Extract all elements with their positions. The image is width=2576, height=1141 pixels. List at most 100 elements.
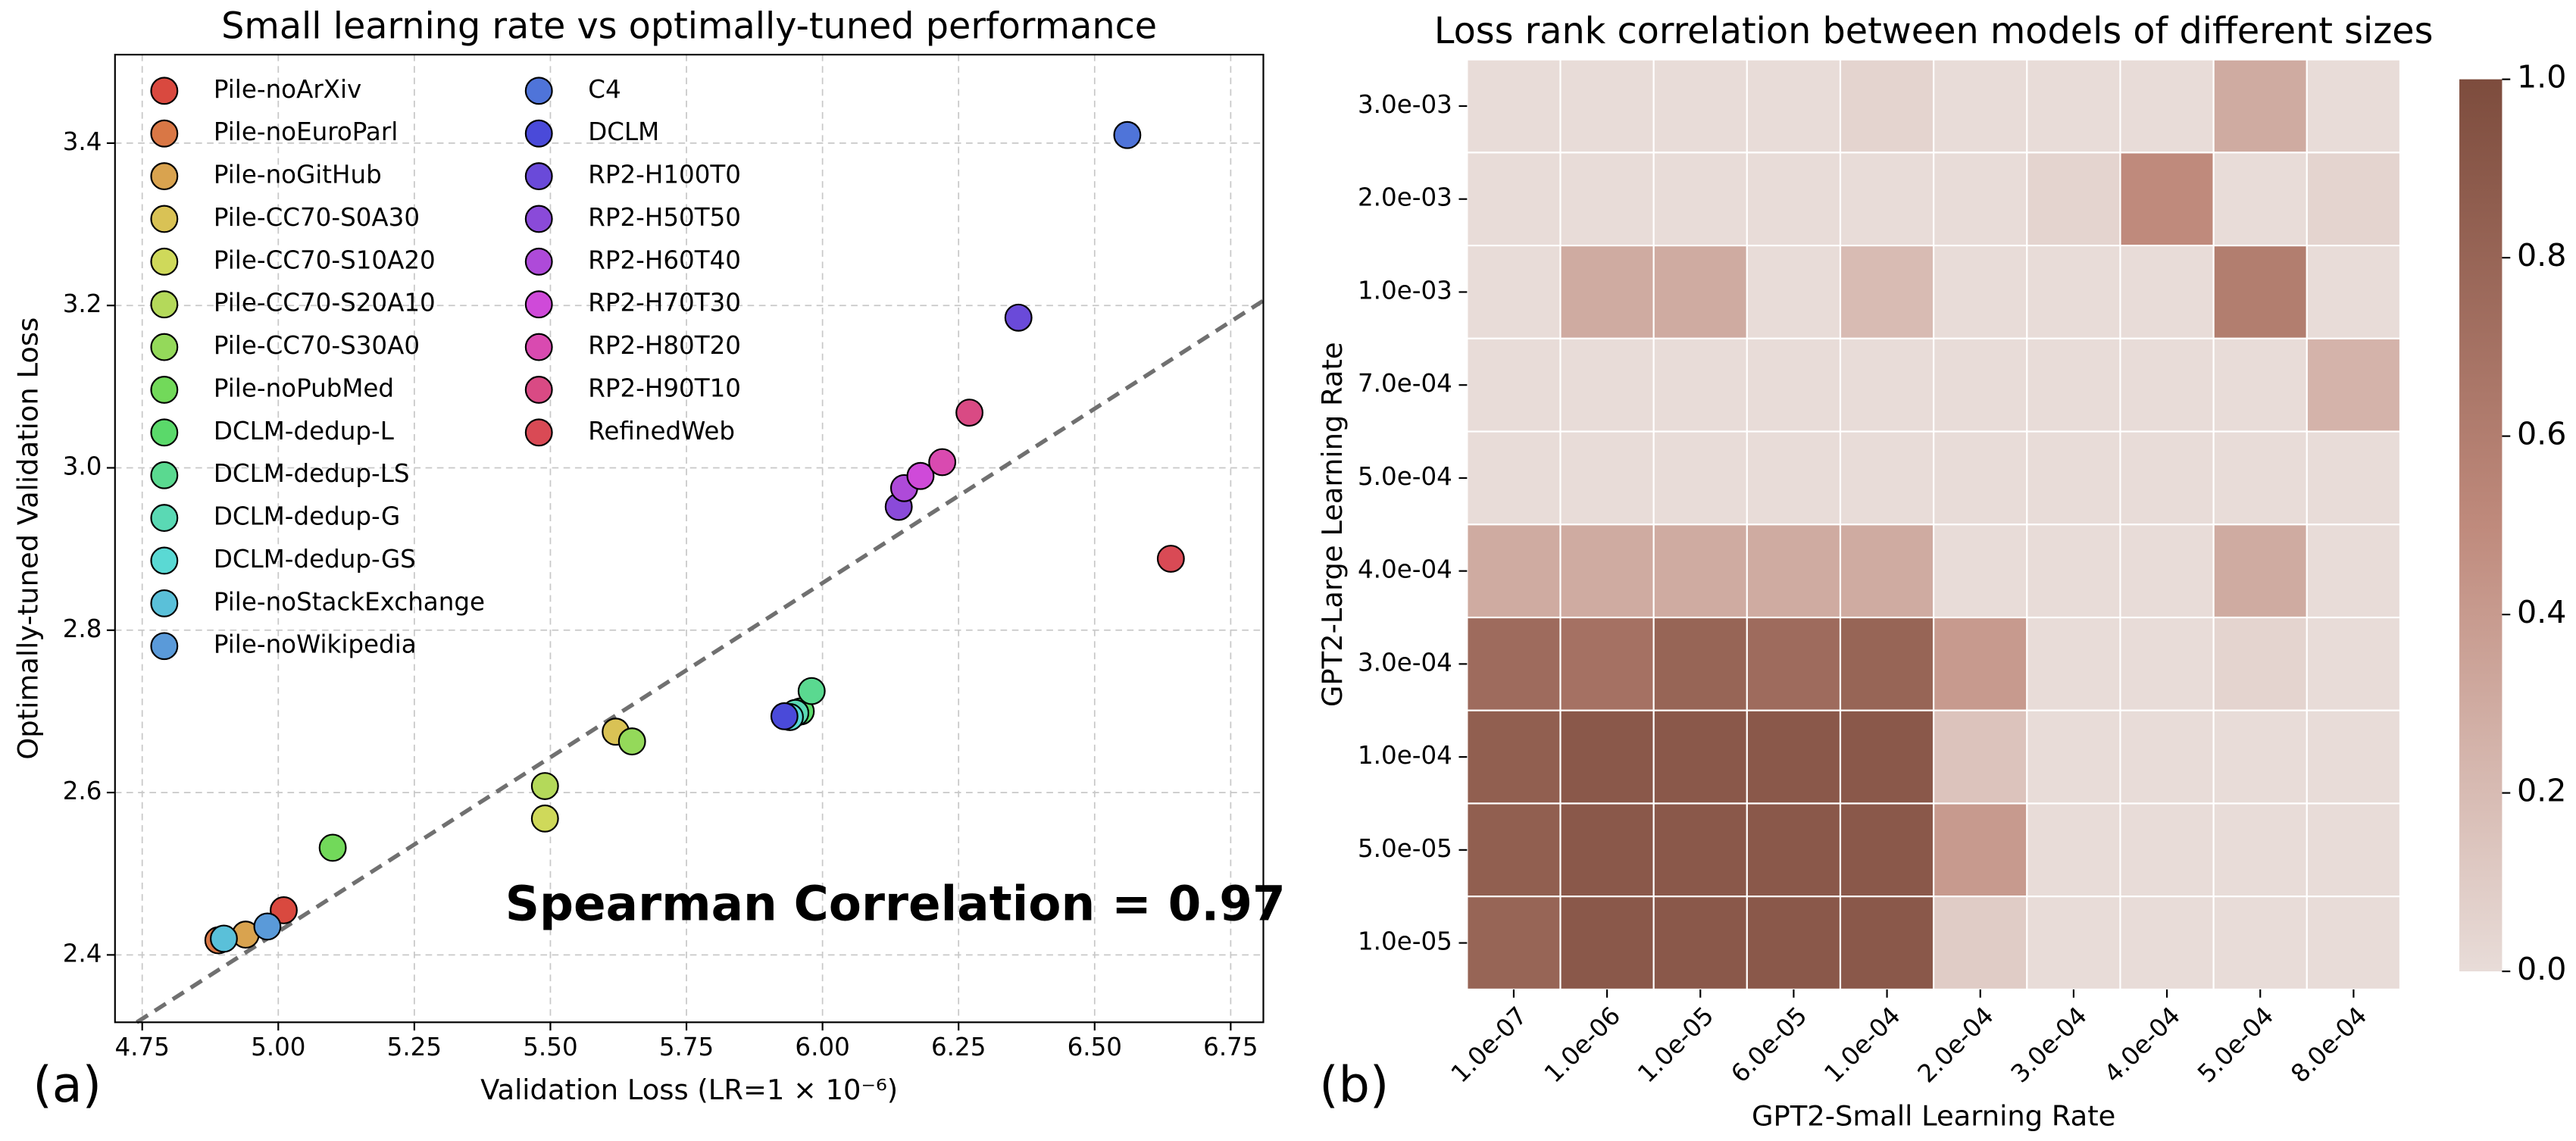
panel-label: (a)	[33, 1057, 102, 1114]
panel-label: (b)	[1319, 1057, 1389, 1114]
legend-marker	[150, 119, 179, 148]
heatmap-cell	[1559, 245, 1655, 339]
heatmap-cell	[2119, 58, 2215, 154]
x-tick-label: 4.0e-04	[2099, 1001, 2186, 1088]
heatmap-cell	[1652, 616, 1748, 711]
x-tick-label: 1.0e-06	[1539, 1001, 1626, 1088]
y-axis-label: Optimally-tuned Validation Loss	[12, 317, 45, 760]
data-point	[530, 772, 559, 800]
legend-marker	[150, 461, 179, 489]
heatmap-cell	[1746, 337, 1842, 433]
y-tick-label: 1.0e-05	[1358, 927, 1452, 956]
legend-label: Pile-CC70-S10A20	[214, 245, 436, 274]
legend-label: Pile-noStackExchange	[214, 587, 485, 616]
heatmap-cell	[2212, 152, 2308, 247]
heatmap-cell	[1839, 245, 1935, 339]
data-point	[253, 912, 282, 941]
heatmap-cell	[1466, 524, 1562, 619]
chart-title: Loss rank correlation between models of …	[1434, 11, 2434, 52]
x-tick-label: 5.00	[251, 1033, 305, 1061]
legend-label: Pile-noWikipedia	[214, 630, 417, 659]
y-tick-label: 3.2	[63, 289, 102, 318]
heatmap-cell	[1839, 709, 1935, 805]
legend-label: DCLM	[588, 117, 659, 146]
legend-label: Pile-CC70-S30A0	[214, 331, 420, 360]
colorbar	[2459, 79, 2503, 972]
legend-marker	[150, 418, 179, 447]
x-tick-label: 1.0e-04	[1818, 1001, 1905, 1088]
legend-marker	[524, 290, 553, 319]
x-tick-label: 8.0e-04	[2285, 1001, 2372, 1088]
heatmap-cell	[2119, 896, 2215, 991]
y-tick-label: 2.6	[63, 777, 102, 805]
heatmap-cell	[2212, 896, 2308, 991]
legend-marker	[150, 504, 179, 533]
heatmap-cell	[1466, 58, 1562, 154]
heatmap-cell	[1652, 524, 1748, 619]
legend-label: RP2-H90T10	[588, 374, 741, 402]
heatmap-cell	[2212, 58, 2308, 154]
heatmap-cell	[1559, 337, 1655, 433]
legend-label: Pile-noEuroParl	[214, 117, 398, 146]
heatmap-cell	[2212, 524, 2308, 619]
heatmap-cell	[2306, 430, 2402, 526]
heatmap-cell	[2026, 802, 2121, 898]
legend-marker	[150, 77, 179, 105]
y-tick-label: 1.0e-04	[1358, 741, 1452, 770]
heatmap-cell	[1933, 709, 2028, 805]
heatmap-cell	[2026, 896, 2121, 991]
heatmap-cell	[2026, 430, 2121, 526]
x-tick-label: 5.50	[523, 1033, 577, 1061]
heatmap-cell	[1933, 616, 2028, 711]
x-tick-label: 3.0e-04	[2005, 1001, 2093, 1088]
legend-label: DCLM-dedup-LS	[214, 459, 410, 488]
colorbar-tick-label: 0.2	[2517, 773, 2567, 809]
heatmap-cell	[2119, 152, 2215, 247]
heatmap-cell	[1746, 709, 1842, 805]
heatmap-cell	[2212, 802, 2308, 898]
heatmap-cell	[1466, 896, 1562, 991]
plot-frame	[114, 54, 1265, 1024]
heatmap-cell	[1933, 524, 2028, 619]
x-tick-label: 6.25	[931, 1033, 986, 1061]
heatmap-cell	[2026, 616, 2121, 711]
heatmap-cell	[2306, 152, 2402, 247]
heatmap-cell	[1466, 709, 1562, 805]
data-point	[770, 702, 799, 730]
x-tick-label: 1.0e-05	[1632, 1001, 1719, 1088]
y-tick-label: 1.0e-03	[1358, 276, 1452, 305]
heatmap-cell	[1839, 896, 1935, 991]
colorbar-tick-label: 0.6	[2517, 416, 2567, 452]
legend-label: DCLM-dedup-GS	[214, 545, 416, 574]
heatmap-cell	[1746, 152, 1842, 247]
x-tick-label: 6.50	[1068, 1033, 1122, 1061]
legend-marker	[150, 589, 179, 617]
heatmap-cell	[1559, 709, 1655, 805]
heatmap-cell	[1746, 524, 1842, 619]
x-tick-label: 4.75	[114, 1033, 169, 1061]
legend-marker	[150, 247, 179, 276]
heatmap-cell	[2026, 524, 2121, 619]
data-point	[210, 924, 238, 953]
heatmap-cell	[2119, 337, 2215, 433]
legend-marker	[150, 162, 179, 191]
data-point	[318, 833, 347, 862]
heatmap-cell	[1933, 58, 2028, 154]
legend-marker	[524, 119, 553, 148]
x-tick-label: 5.75	[659, 1033, 714, 1061]
chart-title: Small learning rate vs optimally-tuned p…	[221, 5, 1157, 47]
legend-marker	[524, 376, 553, 404]
legend-label: RefinedWeb	[588, 417, 735, 445]
heatmap-cell	[1466, 337, 1562, 433]
heatmap-cell	[1466, 616, 1562, 711]
legend-label: DCLM-dedup-G	[214, 502, 400, 531]
heatmap-cell	[1933, 896, 2028, 991]
data-point	[797, 677, 826, 705]
heatmap-cell	[1652, 152, 1748, 247]
x-tick-label: 1.0e-07	[1446, 1001, 1533, 1088]
heatmap-cell	[1746, 58, 1842, 154]
legend-label: DCLM-dedup-L	[214, 417, 394, 445]
heatmap-cell	[1652, 430, 1748, 526]
heatmap-cell	[1652, 58, 1748, 154]
